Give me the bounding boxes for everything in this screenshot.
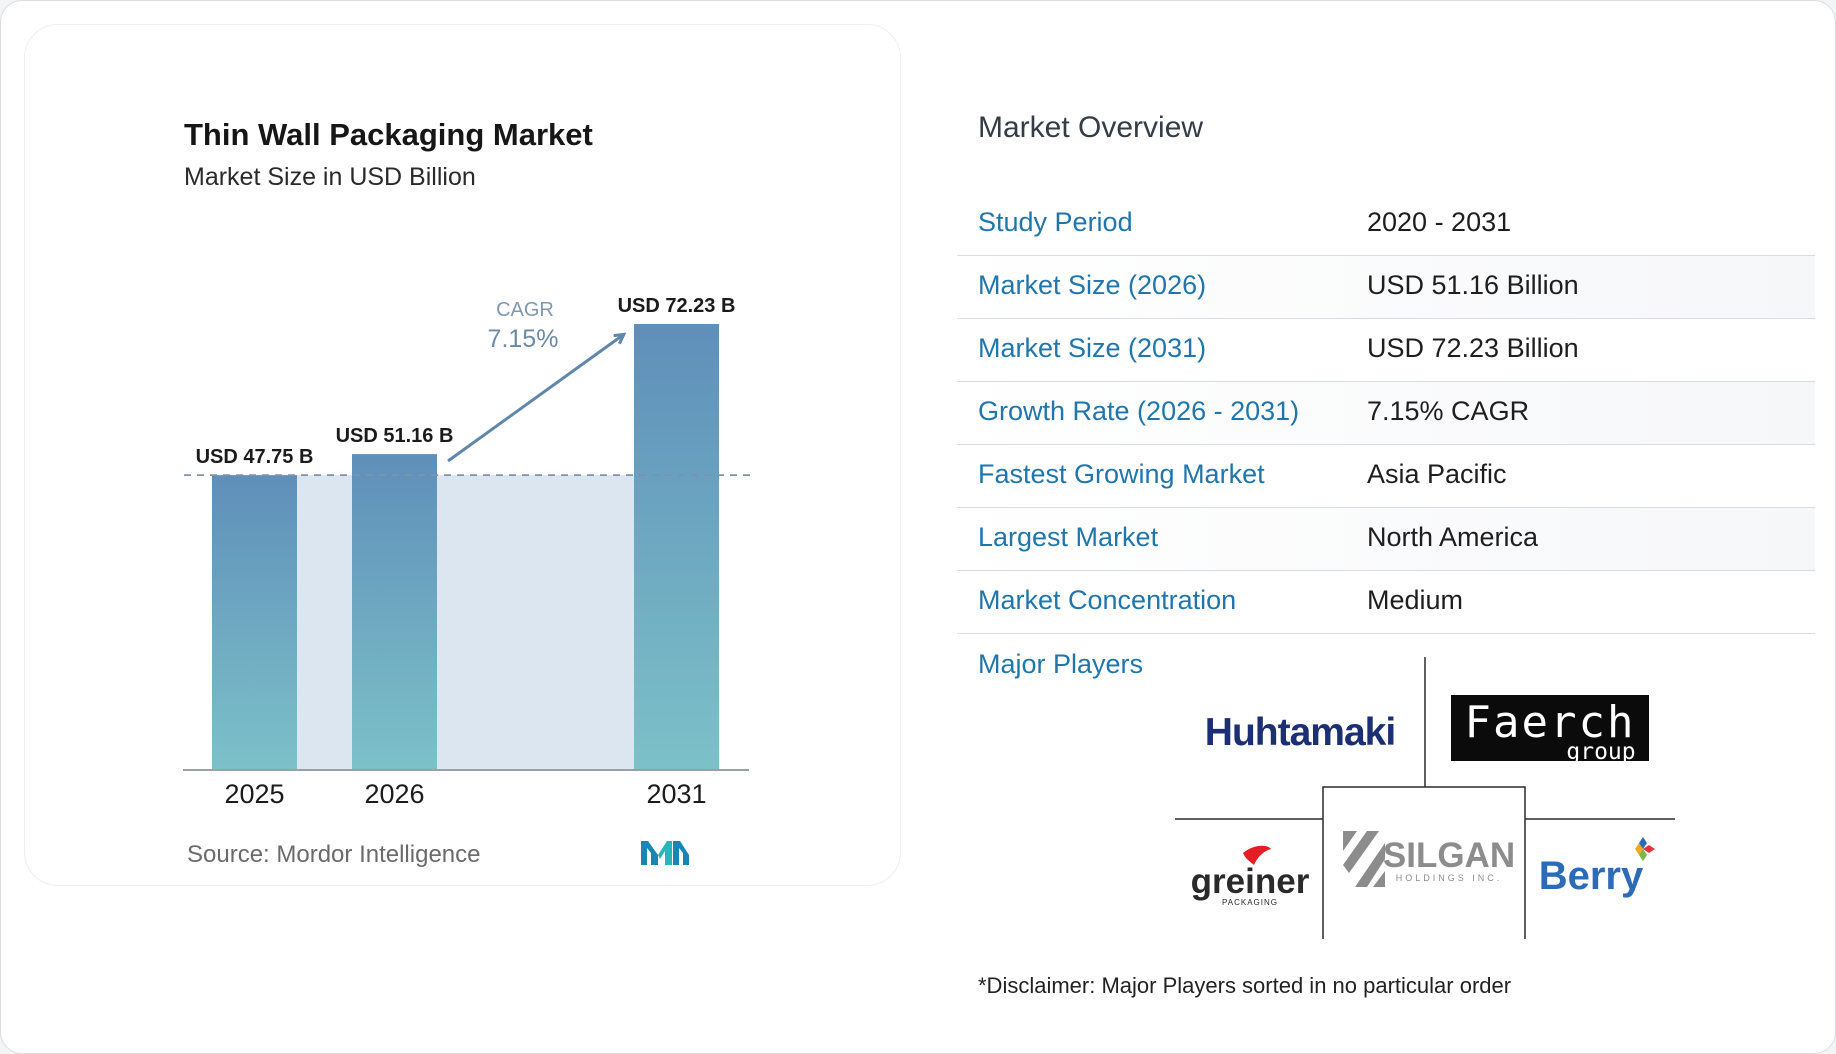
mordor-logo-icon [641,841,689,865]
row-label: Growth Rate (2026 - 2031) [978,396,1300,426]
major-players-label: Major Players [978,649,1144,679]
silgan-logo: SILGAN HOLDINGS INC. [1343,831,1515,887]
svg-text:Faerch: Faerch [1465,697,1636,748]
greiner-logo: greiner PACKAGING [1191,845,1310,907]
row-label: Fastest Growing Market [978,459,1265,489]
bar-2031 [634,324,719,770]
svg-text:greiner: greiner [1191,862,1310,901]
row-value: 7.15% CAGR [1367,396,1530,426]
cagr-value: 7.15% [488,325,559,353]
row-label: Market Concentration [978,585,1237,615]
overview-row: Market Size (2031) USD 72.23 Billion [957,319,1815,382]
chart-title: Thin Wall Packaging Market [184,117,593,152]
svg-text:Huhtamaki: Huhtamaki [1205,711,1395,754]
svg-text:PACKAGING: PACKAGING [1222,898,1278,907]
x-tick-label: 2031 [646,779,706,809]
row-label: Market Size (2031) [978,333,1207,363]
bar-layer [212,324,719,770]
x-tick-label: 2026 [364,779,424,809]
data-label-2031: USD 72.23 B [618,295,736,317]
row-label: Market Size (2026) [978,270,1207,300]
row-value: USD 72.23 Billion [1367,333,1579,363]
bar-2026 [352,454,437,770]
source-note: Source: Mordor Intelligence [187,841,481,868]
svg-text:Berry: Berry [1539,854,1644,898]
row-value: Asia Pacific [1367,459,1507,489]
row-label: Study Period [978,207,1133,237]
overview-row: Study Period 2020 - 2031 [957,193,1815,256]
row-value: USD 51.16 Billion [1367,270,1579,300]
row-value: 2020 - 2031 [1367,207,1512,237]
data-label-2026: USD 51.16 B [336,425,454,447]
cagr-label: CAGR [496,299,554,321]
svg-text:HOLDINGS INC.: HOLDINGS INC. [1396,873,1503,883]
row-value: North America [1367,522,1539,552]
bar-chart: USD 47.75 B 2025 USD 51.16 B 2026 USD 72.23 … [183,295,753,809]
disclaimer-note: *Disclaimer: Major Players sorted in no … [978,973,1512,998]
label-layer: USD 47.75 B 2025 USD 51.16 B 2026 USD 72.23 … [196,295,736,809]
overview-row: Largest Market North America [957,508,1815,571]
cagr-arrow [447,335,623,463]
bar-2025 [212,475,297,770]
row-value: Medium [1367,585,1464,615]
svg-text:SILGAN: SILGAN [1383,836,1515,875]
major-players-grid: Huhtamaki Faerch group greiner PACKAGING… [1175,657,1675,939]
huhtamaki-logo: Huhtamaki [1205,711,1396,754]
overview-row: Market Concentration Medium [957,571,1815,634]
berry-logo: Berry [1539,837,1655,898]
data-label-2025: USD 47.75 B [196,446,314,468]
overview-table: Study Period 2020 - 2031 Market Size (20… [957,193,1815,634]
overview-row: Market Size (2026) USD 51.16 Billion [957,256,1815,319]
overview-row: Fastest Growing Market Asia Pacific [957,445,1815,508]
overview-row: Growth Rate (2026 - 2031) 7.15% CAGR [957,382,1815,445]
x-tick-label: 2025 [224,779,284,809]
svg-text:group: group [1566,739,1635,765]
row-label: Largest Market [978,522,1159,552]
chart-subtitle: Market Size in USD Billion [184,163,476,191]
faerch-logo: Faerch group [1451,695,1649,765]
overview-title: Market Overview [978,111,1204,144]
